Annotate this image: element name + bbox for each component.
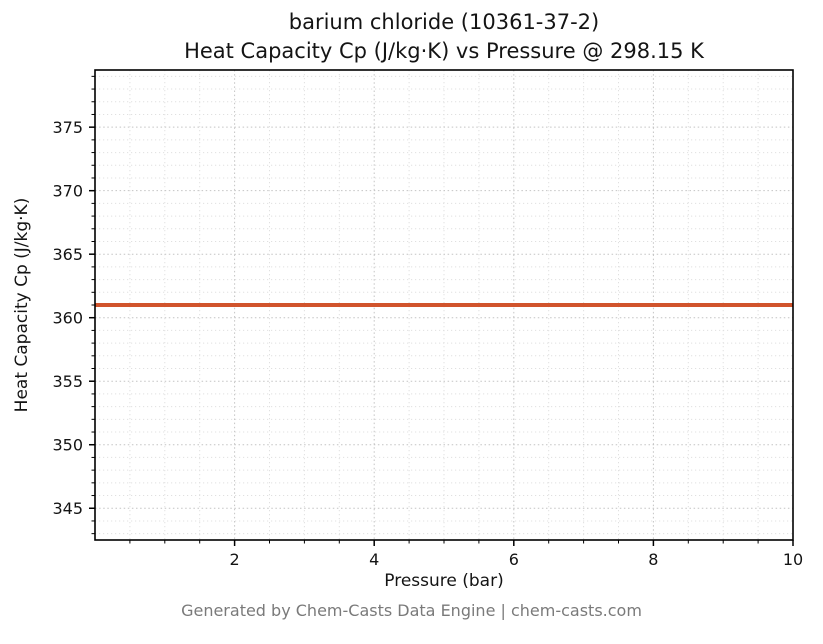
x-tick-label: 4 bbox=[369, 550, 379, 569]
y-tick-label: 350 bbox=[52, 436, 83, 455]
x-tick-label: 8 bbox=[648, 550, 658, 569]
footer-caption: Generated by Chem-Casts Data Engine | ch… bbox=[181, 601, 642, 620]
y-tick-label: 375 bbox=[52, 118, 83, 137]
plot-frame bbox=[94, 69, 794, 541]
y-tick-label: 355 bbox=[52, 372, 83, 391]
chart-title: barium chloride (10361-37-2) bbox=[288, 10, 600, 34]
x-tick-label: 10 bbox=[783, 550, 803, 569]
y-tick-label: 370 bbox=[52, 182, 83, 201]
chart-subtitle: Heat Capacity Cp (J/kg·K) vs Pressure @ … bbox=[184, 39, 704, 63]
y-tick-label: 360 bbox=[52, 309, 83, 328]
y-tick-label: 365 bbox=[52, 245, 83, 264]
x-tick-label: 2 bbox=[230, 550, 240, 569]
y-axis-label: Heat Capacity Cp (J/kg·K) bbox=[12, 197, 32, 413]
x-axis-label: Pressure (bar) bbox=[384, 571, 504, 591]
x-tick-label: 6 bbox=[509, 550, 519, 569]
y-tick-label: 345 bbox=[52, 499, 83, 518]
